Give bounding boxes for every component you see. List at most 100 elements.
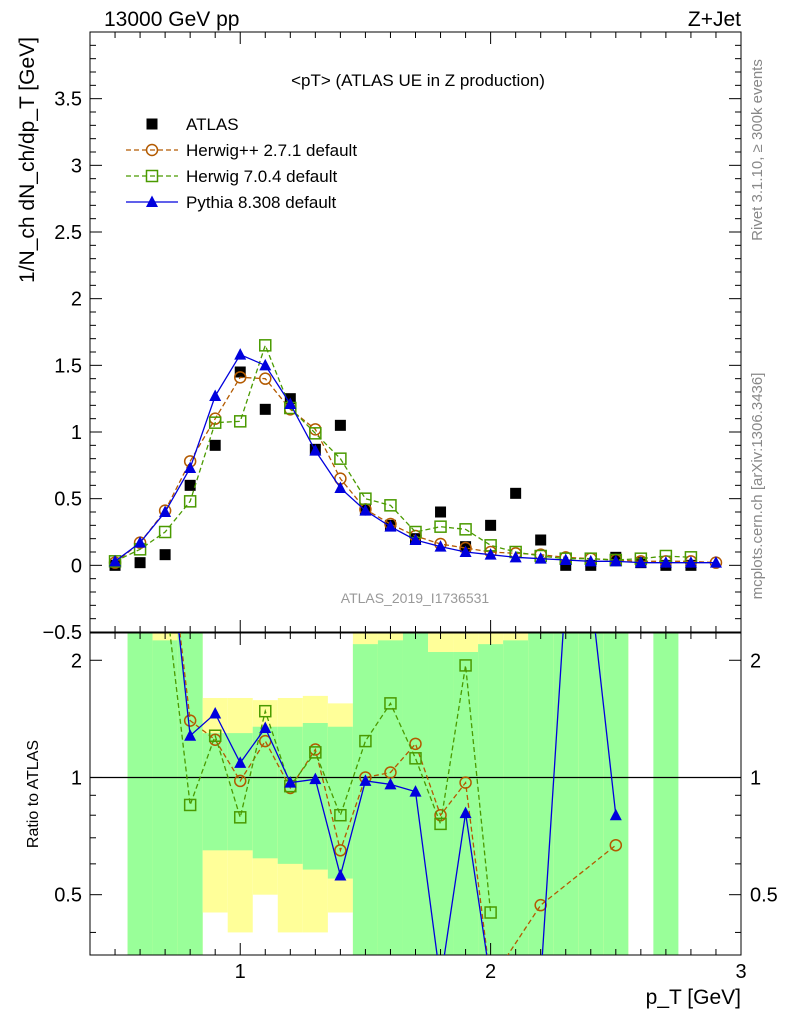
header-right: Z+Jet <box>688 8 741 31</box>
ratio-band-green <box>578 633 604 955</box>
data-point-pythia-8-308-default <box>384 520 397 532</box>
data-point-herwig-7-0-4-default <box>309 427 322 440</box>
data-point-pythia-8-308-default <box>684 556 697 568</box>
data-point-pythia-8-308-default <box>409 533 422 545</box>
data-point-pythia-8-308-default <box>309 444 322 456</box>
main-y-tick-label: 1 <box>71 422 82 444</box>
data-point-atlas <box>535 534 547 546</box>
ratio-point-herwig-2-7-1-default <box>334 844 347 857</box>
data-point-pythia-8-308-default <box>584 554 597 567</box>
ratio-band-green <box>302 723 328 870</box>
ratio-point-herwig-7-0-4-default <box>259 704 272 718</box>
mcplots-label: mcplots.cern.ch [arXiv:1306.3436] <box>749 373 766 600</box>
data-point-pythia-8-308-default <box>559 553 572 565</box>
ratio-band-green <box>377 640 403 955</box>
ratio-point-pythia-8-308-default <box>585 585 597 597</box>
data-point-pythia-8-308-default <box>334 481 347 493</box>
ratio-point-herwig-7-0-4-default <box>160 586 171 597</box>
x-tick-label: 1 <box>235 961 246 983</box>
legend-label-herwig-2-7-1-default: Herwig++ 2.7.1 default <box>186 141 357 160</box>
ratio-plot-data <box>160 585 623 987</box>
data-point-pythia-8-308-default <box>659 556 672 568</box>
main-y-tick-label: 2 <box>71 289 82 311</box>
ratio-point-pythia-8-308-default <box>359 774 372 786</box>
x-axis-label: p_T [GeV] <box>646 986 741 1009</box>
data-point-herwig-7-0-4-default <box>208 416 222 429</box>
data-point-pythia-8-308-default <box>709 556 722 568</box>
chart-title: <pT> (ATLAS UE in Z production) <box>291 71 545 90</box>
data-point-atlas <box>485 519 497 531</box>
data-point-atlas <box>510 487 522 499</box>
data-point-pythia-8-308-default <box>634 556 647 568</box>
series-line-pythia-8-308-default <box>114 353 716 564</box>
ratio-point-herwig-7-0-4-default <box>384 697 397 710</box>
data-point-pythia-8-308-default <box>259 358 272 371</box>
data-point-pythia-8-308-default <box>109 554 122 567</box>
ratio-line-herwig-7-0-4-default <box>169 633 492 913</box>
ratio-point-pythia-8-308-default <box>409 785 422 797</box>
data-point-pythia-8-308-default <box>159 505 172 517</box>
ratio-band-green <box>653 633 679 955</box>
data-point-herwig-7-0-4-default <box>359 492 372 505</box>
legend-label-pythia-8-308-default: Pythia 8.308 default <box>186 193 337 212</box>
ratio-point-herwig-7-0-4-default <box>233 811 247 824</box>
data-point-herwig-7-0-4-default <box>158 525 172 539</box>
ratio-point-pythia-8-308-default <box>435 975 447 987</box>
ratio-point-herwig-7-0-4-default <box>183 798 197 812</box>
legend-marker-atlas <box>146 118 158 130</box>
ratio-point-pythia-8-308-default <box>535 975 547 987</box>
main-plot-data <box>108 339 723 571</box>
data-point-atlas <box>134 557 146 569</box>
analysis-label: ATLAS_2019_I1736531 <box>341 590 490 606</box>
ratio-y-tick-label: 0.5 <box>750 885 778 907</box>
data-point-atlas <box>184 479 196 491</box>
ratio-band-green <box>603 633 629 955</box>
data-point-herwig-7-0-4-default <box>233 415 247 428</box>
data-point-atlas <box>259 403 271 415</box>
data-point-pythia-8-308-default <box>209 389 222 401</box>
data-point-herwig-7-0-4-default <box>183 495 197 508</box>
ratio-band-green <box>327 726 353 879</box>
data-point-atlas <box>334 419 346 431</box>
main-y-tick-label: 3 <box>71 155 82 177</box>
main-y-tick-label: 3.5 <box>54 89 82 111</box>
ratio-point-pythia-8-308-default <box>234 756 247 768</box>
ratio-band-green <box>177 633 203 955</box>
series-line-herwig-7-0-4-default <box>114 343 691 562</box>
main-y-tick-label: 0.5 <box>54 489 82 511</box>
data-point-pythia-8-308-default <box>359 504 372 516</box>
data-point-pythia-8-308-default <box>284 397 297 409</box>
data-point-pythia-8-308-default <box>184 461 197 473</box>
ratio-y-tick-label: 0.5 <box>54 885 82 907</box>
ratio-point-pythia-8-308-default <box>309 772 322 785</box>
ratio-band-green <box>152 640 178 955</box>
legend-marker-herwig-7-0-4-default <box>145 169 159 183</box>
main-y-tick-label: −0.5 <box>43 622 82 644</box>
ratio-point-herwig-2-7-1-default <box>233 774 247 788</box>
ratio-ylabel: Ratio to ATLAS <box>25 740 42 848</box>
ratio-point-herwig-7-0-4-default <box>484 906 497 919</box>
ratio-y-tick-label: 2 <box>71 650 82 672</box>
data-point-pythia-8-308-default <box>234 348 247 360</box>
ratio-point-herwig-7-0-4-default <box>309 746 322 759</box>
ratio-point-herwig-7-0-4-default <box>359 734 372 748</box>
ratio-point-herwig-7-0-4-default <box>334 808 347 822</box>
data-point-herwig-7-0-4-default <box>259 339 272 352</box>
ratio-band-green <box>202 733 228 851</box>
ratio-point-pythia-8-308-default <box>284 776 297 788</box>
ratio-point-herwig-2-7-1-default <box>609 838 623 852</box>
ratio-point-pythia-8-308-default <box>384 777 397 790</box>
ratio-point-pythia-8-308-default <box>259 721 272 733</box>
data-point-atlas <box>159 549 171 561</box>
main-axes: −0.5 0 0.5 1 1.5 2 2.5 3 3.5 <box>43 31 742 644</box>
ratio-point-pythia-8-308-default <box>184 729 197 741</box>
ratio-band-green <box>503 640 529 955</box>
ratio-point-herwig-7-0-4-default <box>409 752 422 765</box>
main-y-tick-label: 1.5 <box>54 355 82 377</box>
data-point-pythia-8-308-default <box>484 548 497 560</box>
legend-marker-pythia-8-308-default <box>146 195 158 207</box>
main-y-tick-label: 2.5 <box>54 222 82 244</box>
x-tick-label: 2 <box>485 961 496 983</box>
ratio-line-herwig-2-7-1-default <box>179 633 617 955</box>
